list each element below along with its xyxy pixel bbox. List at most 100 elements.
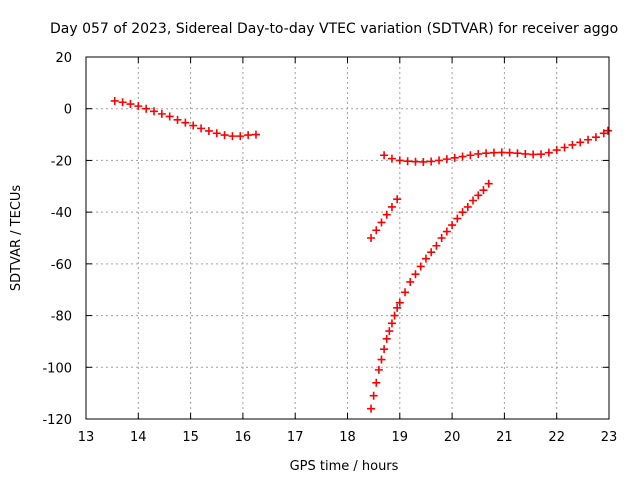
data-point bbox=[505, 148, 514, 157]
x-axis: 13 14 15 16 17 18 19 20 21 22 23 bbox=[78, 57, 618, 445]
data-point bbox=[437, 234, 446, 242]
data-point bbox=[244, 131, 253, 140]
data-point bbox=[387, 154, 396, 163]
data-point bbox=[149, 107, 158, 116]
series-arc-2 bbox=[380, 126, 612, 166]
data-point bbox=[181, 118, 190, 127]
data-point bbox=[401, 288, 410, 297]
y-tick-label: -20 bbox=[51, 154, 72, 169]
data-point bbox=[603, 126, 612, 135]
data-point bbox=[416, 262, 425, 271]
data-point bbox=[374, 365, 383, 374]
x-tick-label: 21 bbox=[496, 430, 513, 445]
x-tick-label: 22 bbox=[548, 430, 565, 445]
data-point bbox=[419, 157, 428, 166]
data-point bbox=[568, 140, 577, 149]
data-point bbox=[142, 104, 151, 113]
data-point bbox=[173, 115, 182, 124]
data-point bbox=[372, 226, 381, 235]
data-point bbox=[369, 391, 378, 400]
data-point bbox=[134, 102, 143, 111]
data-point bbox=[442, 155, 451, 164]
data-point bbox=[411, 157, 420, 166]
data-point bbox=[126, 100, 135, 109]
chart-title: Day 057 of 2023, Sidereal Day-to-day VTE… bbox=[50, 21, 618, 37]
data-point bbox=[385, 327, 394, 336]
data-points bbox=[110, 96, 612, 413]
y-axis: 20 0 -20 -40 -60 -80 -100 -120 bbox=[42, 51, 609, 428]
data-point bbox=[469, 196, 478, 205]
data-point bbox=[406, 277, 415, 286]
data-point bbox=[411, 270, 420, 279]
data-point bbox=[421, 254, 430, 263]
y-tick-label: -60 bbox=[51, 258, 72, 273]
data-point bbox=[529, 150, 538, 159]
data-point bbox=[377, 355, 386, 364]
x-tick-label: 23 bbox=[601, 430, 618, 445]
data-point bbox=[448, 221, 457, 230]
x-tick-label: 18 bbox=[339, 430, 356, 445]
data-point bbox=[489, 148, 498, 157]
data-point bbox=[463, 202, 472, 211]
data-point bbox=[204, 126, 213, 135]
data-point bbox=[212, 129, 221, 138]
data-point bbox=[482, 149, 491, 158]
x-tick-label: 15 bbox=[182, 430, 199, 445]
x-tick-label: 19 bbox=[392, 430, 409, 445]
data-point bbox=[157, 109, 166, 118]
data-point bbox=[537, 150, 546, 159]
y-tick-label: -40 bbox=[51, 206, 72, 221]
y-tick-label: -100 bbox=[42, 361, 72, 376]
data-point bbox=[380, 345, 389, 354]
data-point bbox=[427, 248, 436, 257]
data-point bbox=[466, 151, 475, 160]
data-point bbox=[382, 334, 391, 343]
x-tick-label: 17 bbox=[287, 430, 304, 445]
data-point bbox=[395, 156, 404, 165]
data-point bbox=[118, 98, 127, 107]
data-point bbox=[382, 210, 391, 219]
y-tick-label: 20 bbox=[55, 51, 72, 66]
series-arc-3 bbox=[367, 195, 402, 242]
data-point bbox=[110, 96, 119, 105]
data-point bbox=[367, 404, 376, 413]
data-point bbox=[513, 149, 522, 158]
data-point bbox=[236, 132, 245, 141]
y-tick-label: -80 bbox=[51, 310, 72, 325]
data-point bbox=[377, 218, 386, 227]
data-point bbox=[591, 133, 600, 142]
grid-lines bbox=[86, 57, 609, 419]
data-point bbox=[165, 112, 174, 121]
data-point bbox=[458, 152, 467, 161]
x-tick-label: 20 bbox=[444, 430, 461, 445]
x-tick-label: 14 bbox=[130, 430, 147, 445]
data-point bbox=[435, 156, 444, 165]
data-point bbox=[552, 146, 561, 155]
data-point bbox=[453, 214, 462, 223]
x-axis-label: GPS time / hours bbox=[290, 459, 399, 474]
data-point bbox=[393, 195, 402, 204]
data-point bbox=[387, 202, 396, 211]
x-tick-label: 13 bbox=[78, 430, 95, 445]
data-point bbox=[560, 143, 569, 152]
data-point bbox=[474, 191, 483, 200]
data-point bbox=[584, 135, 593, 144]
data-point bbox=[387, 319, 396, 328]
x-tick-label: 16 bbox=[235, 430, 252, 445]
data-point bbox=[228, 132, 237, 141]
data-point bbox=[197, 124, 206, 133]
y-tick-label: -120 bbox=[42, 413, 72, 428]
data-point bbox=[442, 227, 451, 236]
data-point bbox=[479, 186, 488, 195]
data-point bbox=[450, 153, 459, 162]
data-point bbox=[380, 151, 389, 160]
data-point bbox=[474, 149, 483, 158]
data-point bbox=[484, 179, 493, 188]
data-point bbox=[220, 131, 229, 140]
data-point bbox=[395, 298, 404, 307]
data-point bbox=[458, 208, 467, 217]
data-point bbox=[432, 241, 441, 250]
data-point bbox=[393, 303, 402, 312]
data-point bbox=[427, 157, 436, 166]
